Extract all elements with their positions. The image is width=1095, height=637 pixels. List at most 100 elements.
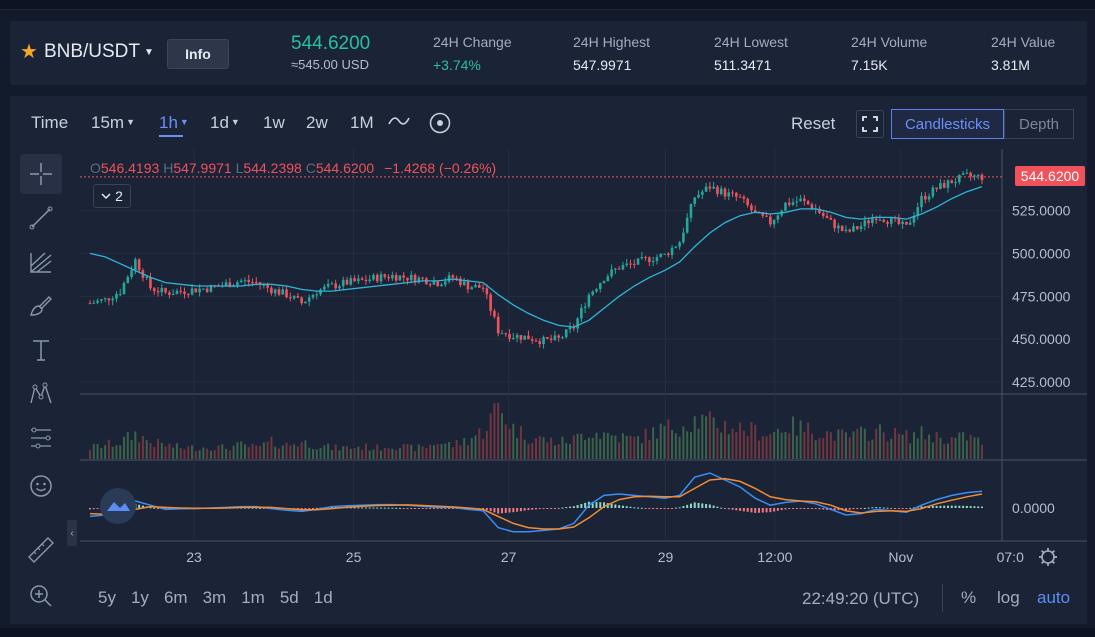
volume-bar <box>243 444 246 459</box>
candle-body <box>610 269 613 277</box>
info-button[interactable]: Info <box>167 39 229 69</box>
candle-body <box>553 335 557 340</box>
volume-bar <box>943 444 946 459</box>
stat-value: 547.9971 <box>573 57 632 73</box>
candle <box>508 329 511 342</box>
high-key: H <box>163 160 174 176</box>
symbol-selector[interactable]: ★ BNB/USDT ▼ <box>20 41 154 63</box>
volume-bar <box>519 425 522 459</box>
interval-1M[interactable]: 1M <box>350 113 374 132</box>
candle <box>349 275 353 287</box>
volume-bar <box>553 445 556 459</box>
volume-bar <box>315 449 318 459</box>
volume-bar <box>542 437 545 459</box>
bottom-strip <box>0 628 1095 637</box>
volume-bar <box>349 448 352 459</box>
candle-body <box>296 296 300 298</box>
macd-hist-bar <box>773 508 776 512</box>
range-5d[interactable]: 5d <box>279 588 299 607</box>
volume-bar <box>773 431 776 459</box>
candle <box>307 294 311 307</box>
candle-body <box>462 281 466 286</box>
indicators-toggle[interactable]: 2 <box>93 184 131 208</box>
chart-type-line-icon[interactable] <box>387 111 411 136</box>
macd-hist-bar <box>353 507 356 509</box>
log-scale-toggle[interactable]: log <box>997 588 1020 607</box>
candle <box>281 286 285 295</box>
fullscreen-button[interactable] <box>856 110 884 138</box>
time-tick-label: 12:00 <box>757 549 792 565</box>
volume-bar <box>202 447 205 459</box>
utc-clock[interactable]: 22:49:20 (UTC) <box>802 589 920 608</box>
candle-body <box>368 279 371 282</box>
volume-bar <box>803 432 806 459</box>
collapse-toolbar-button[interactable]: ‹ <box>67 520 77 546</box>
macd-hist-bar <box>414 508 417 509</box>
macd-hist-bar <box>376 507 379 509</box>
macd-hist-bar <box>705 503 708 508</box>
candle-body <box>666 253 670 255</box>
pattern-tool[interactable] <box>20 374 62 414</box>
candle-body <box>413 274 417 283</box>
macd-hist-bar <box>637 507 640 509</box>
range-1d[interactable]: 1d <box>313 588 333 607</box>
macd-hist-bar <box>962 505 965 508</box>
candle-body <box>409 274 413 281</box>
last-price: 544.6200 <box>291 33 371 54</box>
candlesticks-button[interactable]: Candlesticks <box>891 109 1004 139</box>
macd-hist-bar <box>659 508 662 509</box>
price-chart[interactable]: 23 25 27 29 12:00 Nov 07:0 525.0000 500.0000 475.… <box>80 149 1087 581</box>
macd-hist-bar <box>750 508 753 513</box>
volume-bar <box>194 451 197 459</box>
macd-hist-bar <box>686 504 689 508</box>
favorite-star-icon[interactable]: ★ <box>20 41 38 63</box>
macd-hist-bar <box>296 508 299 509</box>
measure-tool[interactable] <box>20 418 62 458</box>
candle-body <box>738 196 742 198</box>
candle <box>130 265 133 280</box>
ruler-tool[interactable] <box>20 530 62 570</box>
trendline-tool[interactable] <box>20 198 62 238</box>
candle-body <box>867 220 870 224</box>
range-5y[interactable]: 5y <box>98 588 116 607</box>
emoji-tool[interactable] <box>20 466 62 506</box>
crosshair-tool[interactable] <box>20 154 62 194</box>
indicators-icon[interactable] <box>428 111 452 140</box>
depth-button[interactable]: Depth <box>1004 109 1074 139</box>
volume-bar <box>274 446 277 459</box>
range-6m[interactable]: 6m <box>163 588 188 607</box>
fib-tool[interactable] <box>20 242 62 282</box>
macd-hist-bar <box>429 508 432 509</box>
volume-bar <box>931 442 934 459</box>
percent-scale-toggle[interactable]: % <box>961 588 977 607</box>
range-3m[interactable]: 3m <box>202 588 227 607</box>
zoom-tool[interactable] <box>20 576 62 616</box>
volume-bar <box>497 402 500 459</box>
candle-body <box>394 274 398 281</box>
interval-2w[interactable]: 2w <box>306 113 328 132</box>
macd-hist-bar <box>262 508 265 509</box>
macd-hist-bar <box>769 508 772 513</box>
range-1m[interactable]: 1m <box>241 588 265 607</box>
interval-15m[interactable]: 15m ▼ <box>91 113 135 133</box>
candle <box>920 192 923 212</box>
candle-body <box>527 335 530 340</box>
range-1y[interactable]: 1y <box>130 588 149 607</box>
macd-hist-bar <box>754 508 757 513</box>
candle <box>704 183 708 193</box>
macd-hist-bar <box>315 507 318 509</box>
reset-button[interactable]: Reset <box>791 114 836 133</box>
interval-1d[interactable]: 1d ▼ <box>210 113 240 133</box>
volume-bar <box>168 443 171 459</box>
interval-1h[interactable]: 1h ▼ <box>159 113 189 137</box>
interval-1w[interactable]: 1w <box>263 113 285 132</box>
candle <box>772 219 776 229</box>
macd-hist-bar <box>531 508 534 510</box>
candle <box>489 292 492 316</box>
candle-body <box>878 219 882 221</box>
candle <box>753 205 757 213</box>
auto-scale-toggle[interactable]: auto <box>1037 588 1071 607</box>
volume-bar <box>928 434 931 459</box>
text-tool[interactable] <box>20 330 62 370</box>
brush-tool[interactable] <box>20 286 62 326</box>
